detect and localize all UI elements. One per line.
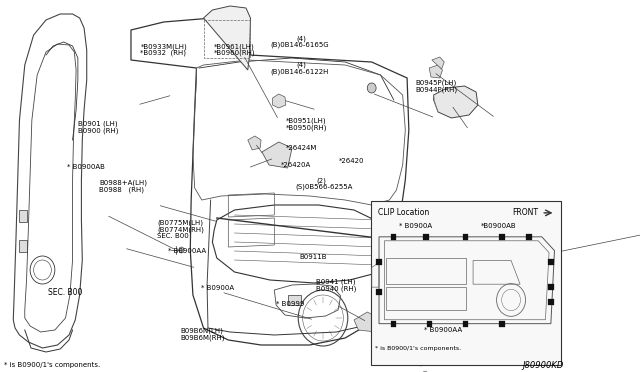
Polygon shape bbox=[429, 65, 442, 78]
Text: *B0933M(LH): *B0933M(LH) bbox=[140, 43, 188, 50]
Text: B0900 (RH): B0900 (RH) bbox=[78, 128, 118, 134]
Text: *26420: *26420 bbox=[339, 158, 364, 164]
Polygon shape bbox=[483, 322, 509, 340]
Bar bbox=[527, 234, 532, 240]
Polygon shape bbox=[354, 312, 379, 332]
Bar bbox=[499, 234, 505, 240]
Bar bbox=[548, 260, 554, 266]
Text: * B0900AA: * B0900AA bbox=[168, 248, 206, 254]
Bar bbox=[463, 321, 468, 327]
Text: SEC. B00: SEC. B00 bbox=[48, 288, 83, 296]
Circle shape bbox=[398, 280, 407, 290]
Bar bbox=[463, 234, 468, 240]
Bar bbox=[287, 295, 301, 305]
Bar bbox=[391, 234, 396, 240]
Text: (B)0B146-6165G: (B)0B146-6165G bbox=[271, 42, 330, 48]
Text: CLIP Location: CLIP Location bbox=[378, 208, 429, 217]
Polygon shape bbox=[434, 86, 478, 118]
Text: B0945P(LH): B0945P(LH) bbox=[415, 79, 456, 86]
Text: *B0961(LH): *B0961(LH) bbox=[214, 43, 255, 50]
Bar bbox=[376, 289, 381, 295]
Bar bbox=[548, 299, 554, 305]
Polygon shape bbox=[273, 94, 286, 108]
Polygon shape bbox=[204, 6, 250, 70]
Text: * B0900A: * B0900A bbox=[399, 223, 433, 229]
Text: (4): (4) bbox=[296, 62, 306, 68]
Bar bbox=[19, 210, 26, 222]
Polygon shape bbox=[419, 371, 434, 372]
Text: *B0950(RH): *B0950(RH) bbox=[286, 124, 328, 131]
Text: B09B6N(LH): B09B6N(LH) bbox=[180, 327, 223, 334]
Text: (B)0B146-6122H: (B)0B146-6122H bbox=[271, 68, 329, 75]
Bar bbox=[427, 321, 433, 327]
Bar bbox=[424, 234, 429, 240]
Text: B0944P(RH): B0944P(RH) bbox=[415, 86, 457, 93]
Text: * B0999: * B0999 bbox=[276, 301, 305, 307]
Polygon shape bbox=[529, 242, 557, 265]
Text: (B0775M(LH): (B0775M(LH) bbox=[157, 219, 204, 226]
Text: (B0774M(RH): (B0774M(RH) bbox=[157, 226, 204, 233]
Text: (4): (4) bbox=[296, 35, 306, 42]
Bar bbox=[548, 284, 554, 290]
Text: *26424M: *26424M bbox=[286, 145, 317, 151]
Circle shape bbox=[398, 295, 407, 305]
Circle shape bbox=[367, 83, 376, 93]
Bar bbox=[371, 201, 561, 365]
Text: B0911B: B0911B bbox=[299, 254, 326, 260]
Text: *B0900AB: *B0900AB bbox=[481, 223, 516, 229]
Polygon shape bbox=[248, 136, 261, 150]
Text: B0940 (RH): B0940 (RH) bbox=[316, 285, 356, 292]
Text: * is B0900/1's components.: * is B0900/1's components. bbox=[376, 346, 461, 351]
Text: * is B0900/1's components.: * is B0900/1's components. bbox=[4, 362, 100, 368]
Text: B0988+A(LH): B0988+A(LH) bbox=[99, 180, 147, 186]
Text: B09B6M(RH): B09B6M(RH) bbox=[180, 334, 225, 341]
Text: * B0900AA: * B0900AA bbox=[424, 327, 462, 333]
Bar bbox=[376, 260, 381, 266]
Circle shape bbox=[179, 247, 184, 253]
Text: (S)0B566-6255A: (S)0B566-6255A bbox=[296, 184, 353, 190]
Polygon shape bbox=[262, 142, 292, 168]
Text: * B0900A: * B0900A bbox=[201, 285, 234, 291]
Bar bbox=[421, 310, 435, 317]
Text: SEC. B00: SEC. B00 bbox=[157, 233, 189, 239]
Text: *B0951(LH): *B0951(LH) bbox=[286, 118, 326, 124]
Text: *B0932  (RH): *B0932 (RH) bbox=[140, 50, 186, 57]
Polygon shape bbox=[432, 57, 444, 69]
Text: FRONT: FRONT bbox=[512, 208, 538, 217]
Text: *B0960(RH): *B0960(RH) bbox=[214, 50, 256, 57]
Bar bbox=[19, 240, 26, 252]
Polygon shape bbox=[407, 326, 423, 342]
Text: (2): (2) bbox=[316, 177, 326, 184]
Text: B0901 (LH): B0901 (LH) bbox=[78, 121, 118, 128]
Polygon shape bbox=[407, 350, 426, 366]
Text: B0988   (RH): B0988 (RH) bbox=[99, 186, 144, 193]
Bar bbox=[391, 321, 396, 327]
Bar bbox=[499, 321, 505, 327]
Text: J80900KD: J80900KD bbox=[522, 360, 563, 369]
Text: *26420A: *26420A bbox=[280, 162, 310, 168]
Text: * B0900AB: * B0900AB bbox=[67, 164, 105, 170]
Text: B0941 (LH): B0941 (LH) bbox=[316, 278, 356, 285]
